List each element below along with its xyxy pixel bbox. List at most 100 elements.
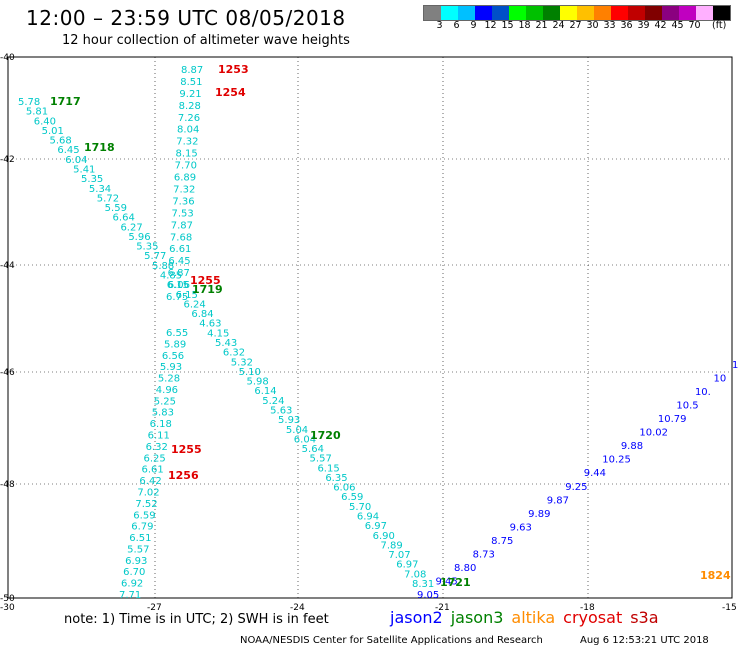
jason2-east-value: 10 <box>713 374 726 385</box>
legend-jason2: jason2 <box>390 608 443 627</box>
jason2-east-value: 9.63 <box>510 522 532 533</box>
jason2-east-value: 9.25 <box>565 482 587 493</box>
cryosat-north-value: 8.04 <box>177 125 199 136</box>
color-scale-unit: (ft) <box>712 20 727 31</box>
jason3-west-value: 6.84 <box>191 309 213 320</box>
jason3-west-value: 6.97 <box>396 560 418 571</box>
lon-label: -30 <box>0 603 15 613</box>
cryosat-south-value: 5.25 <box>154 396 176 407</box>
jason3-west-value: 6.45 <box>57 145 79 156</box>
scale-swatch <box>560 6 577 20</box>
scale-swatch <box>458 6 475 20</box>
jason2-east-value: 10. <box>695 387 711 398</box>
jason3-west-value: 5.04 <box>286 425 308 436</box>
cryosat-north-value: 8.87 <box>181 65 203 76</box>
jason2-east-value: 8.73 <box>473 549 495 560</box>
cryosat-south-value: 6.92 <box>121 579 143 590</box>
legend-altika: altika <box>511 608 556 627</box>
scale-swatch <box>645 6 662 20</box>
credit-text: NOAA/NESDIS Center for Satellite Applica… <box>240 635 543 646</box>
jason2-east-value: 9.44 <box>584 468 606 479</box>
jason3-west-value: 6.04 <box>65 155 87 166</box>
time-label: 1253 <box>218 63 249 76</box>
time-label: 1721 <box>440 576 471 589</box>
cryosat-south-value: 6.32 <box>146 442 168 453</box>
satellite-legend: jason2 jason3 altika cryosat s3a <box>390 608 667 627</box>
jason3-west-value: 6.04 <box>294 434 316 445</box>
cryosat-north-value: 6.15 <box>167 280 189 291</box>
time-label: 1254 <box>215 86 246 99</box>
cryosat-south-value: 6.79 <box>131 522 153 533</box>
jason3-west-value: 6.24 <box>183 299 205 310</box>
lon-label: -15 <box>722 603 737 613</box>
jason3-west-value: 7.07 <box>388 550 410 561</box>
jason3-west-value: 5.81 <box>26 107 48 118</box>
scale-swatch <box>424 6 441 20</box>
jason3-west-value: 4.15 <box>207 328 229 339</box>
cryosat-north-value: 6.89 <box>174 173 196 184</box>
scale-label: 30 <box>586 20 599 31</box>
jason3-west-value: 5.32 <box>231 357 253 368</box>
jason3-west-value: 6.94 <box>357 512 379 523</box>
cryosat-south-value: 5.83 <box>152 408 174 419</box>
lat-label: -50 <box>0 594 15 604</box>
cryosat-south-value: 6.42 <box>139 476 161 487</box>
jason3-west-value: 6.15 <box>176 290 198 301</box>
jason3-west-value: 5.59 <box>105 203 127 214</box>
cryosat-north-value: 9.21 <box>179 89 201 100</box>
map-subtitle: 12 hour collection of altimeter wave hei… <box>62 33 350 48</box>
jason3-west-value: 5.35 <box>136 242 158 253</box>
time-label: 1256 <box>168 469 199 482</box>
scale-swatch <box>611 6 628 20</box>
lat-label: -44 <box>0 261 15 271</box>
jason2-east-value: 10.25 <box>602 455 631 466</box>
jason3-west-value: 5.78 <box>18 97 40 108</box>
jason2-east-value: 9.89 <box>528 509 550 520</box>
lon-label: -18 <box>580 603 595 613</box>
jason2-east-value: 10.02 <box>639 428 668 439</box>
lon-label: -24 <box>290 603 305 613</box>
jason3-west-value: 6.64 <box>113 213 135 224</box>
jason3-west-value: 8.31 <box>412 579 434 590</box>
jason3-west-value: 5.63 <box>270 405 292 416</box>
jason3-west-value: 5.64 <box>302 444 324 455</box>
scale-label: 18 <box>518 20 531 31</box>
cryosat-north-value: 6.61 <box>169 244 191 255</box>
cryosat-south-value: 7.71 <box>119 590 141 601</box>
jason3-west-value: 5.70 <box>349 502 371 513</box>
cryosat-north-value: 6.45 <box>168 256 190 267</box>
lon-label: -21 <box>435 603 450 613</box>
scale-label: 36 <box>620 20 633 31</box>
cryosat-south-value: 6.93 <box>125 556 147 567</box>
cryosat-south-value: 7.02 <box>137 487 159 498</box>
lat-label: -48 <box>0 480 15 490</box>
jason3-west-value: 5.41 <box>73 164 95 175</box>
footer-note: note: 1) Time is in UTC; 2) SWH is in fe… <box>64 612 329 627</box>
jason2-east-value: 9.88 <box>621 441 643 452</box>
scale-label: 3 <box>436 20 443 31</box>
legend-s3a: s3a <box>630 608 659 627</box>
jason2-east-value: 9.45 <box>436 576 458 587</box>
cryosat-south-value: 5.57 <box>127 544 149 555</box>
jason2-east-value: 8.80 <box>454 563 476 574</box>
jason3-west-value: 5.88 <box>152 261 174 272</box>
scale-swatch <box>475 6 492 20</box>
scale-swatch <box>662 6 679 20</box>
wave-height-color-scale <box>423 5 731 21</box>
legend-jason3: jason3 <box>450 608 504 627</box>
jason2-east-value: 1 <box>732 360 738 371</box>
jason2-east-value: 10.79 <box>658 414 687 425</box>
jason3-west-value: 5.68 <box>50 136 72 147</box>
jason3-west-value: 6.06 <box>168 280 190 291</box>
cryosat-north-value: 6.75 <box>166 292 188 303</box>
lon-label: -27 <box>147 603 162 613</box>
cryosat-south-value: 6.51 <box>129 533 151 544</box>
map-title: 12:00 – 23:59 UTC 08/05/2018 <box>26 6 346 30</box>
jason3-west-value: 5.24 <box>262 396 284 407</box>
cryosat-north-value: 8.15 <box>175 149 197 160</box>
jason3-west-value: 4.63 <box>199 319 221 330</box>
scale-label: 42 <box>654 20 667 31</box>
cryosat-south-value: 5.28 <box>158 374 180 385</box>
cryosat-north-value: 7.36 <box>172 196 194 207</box>
